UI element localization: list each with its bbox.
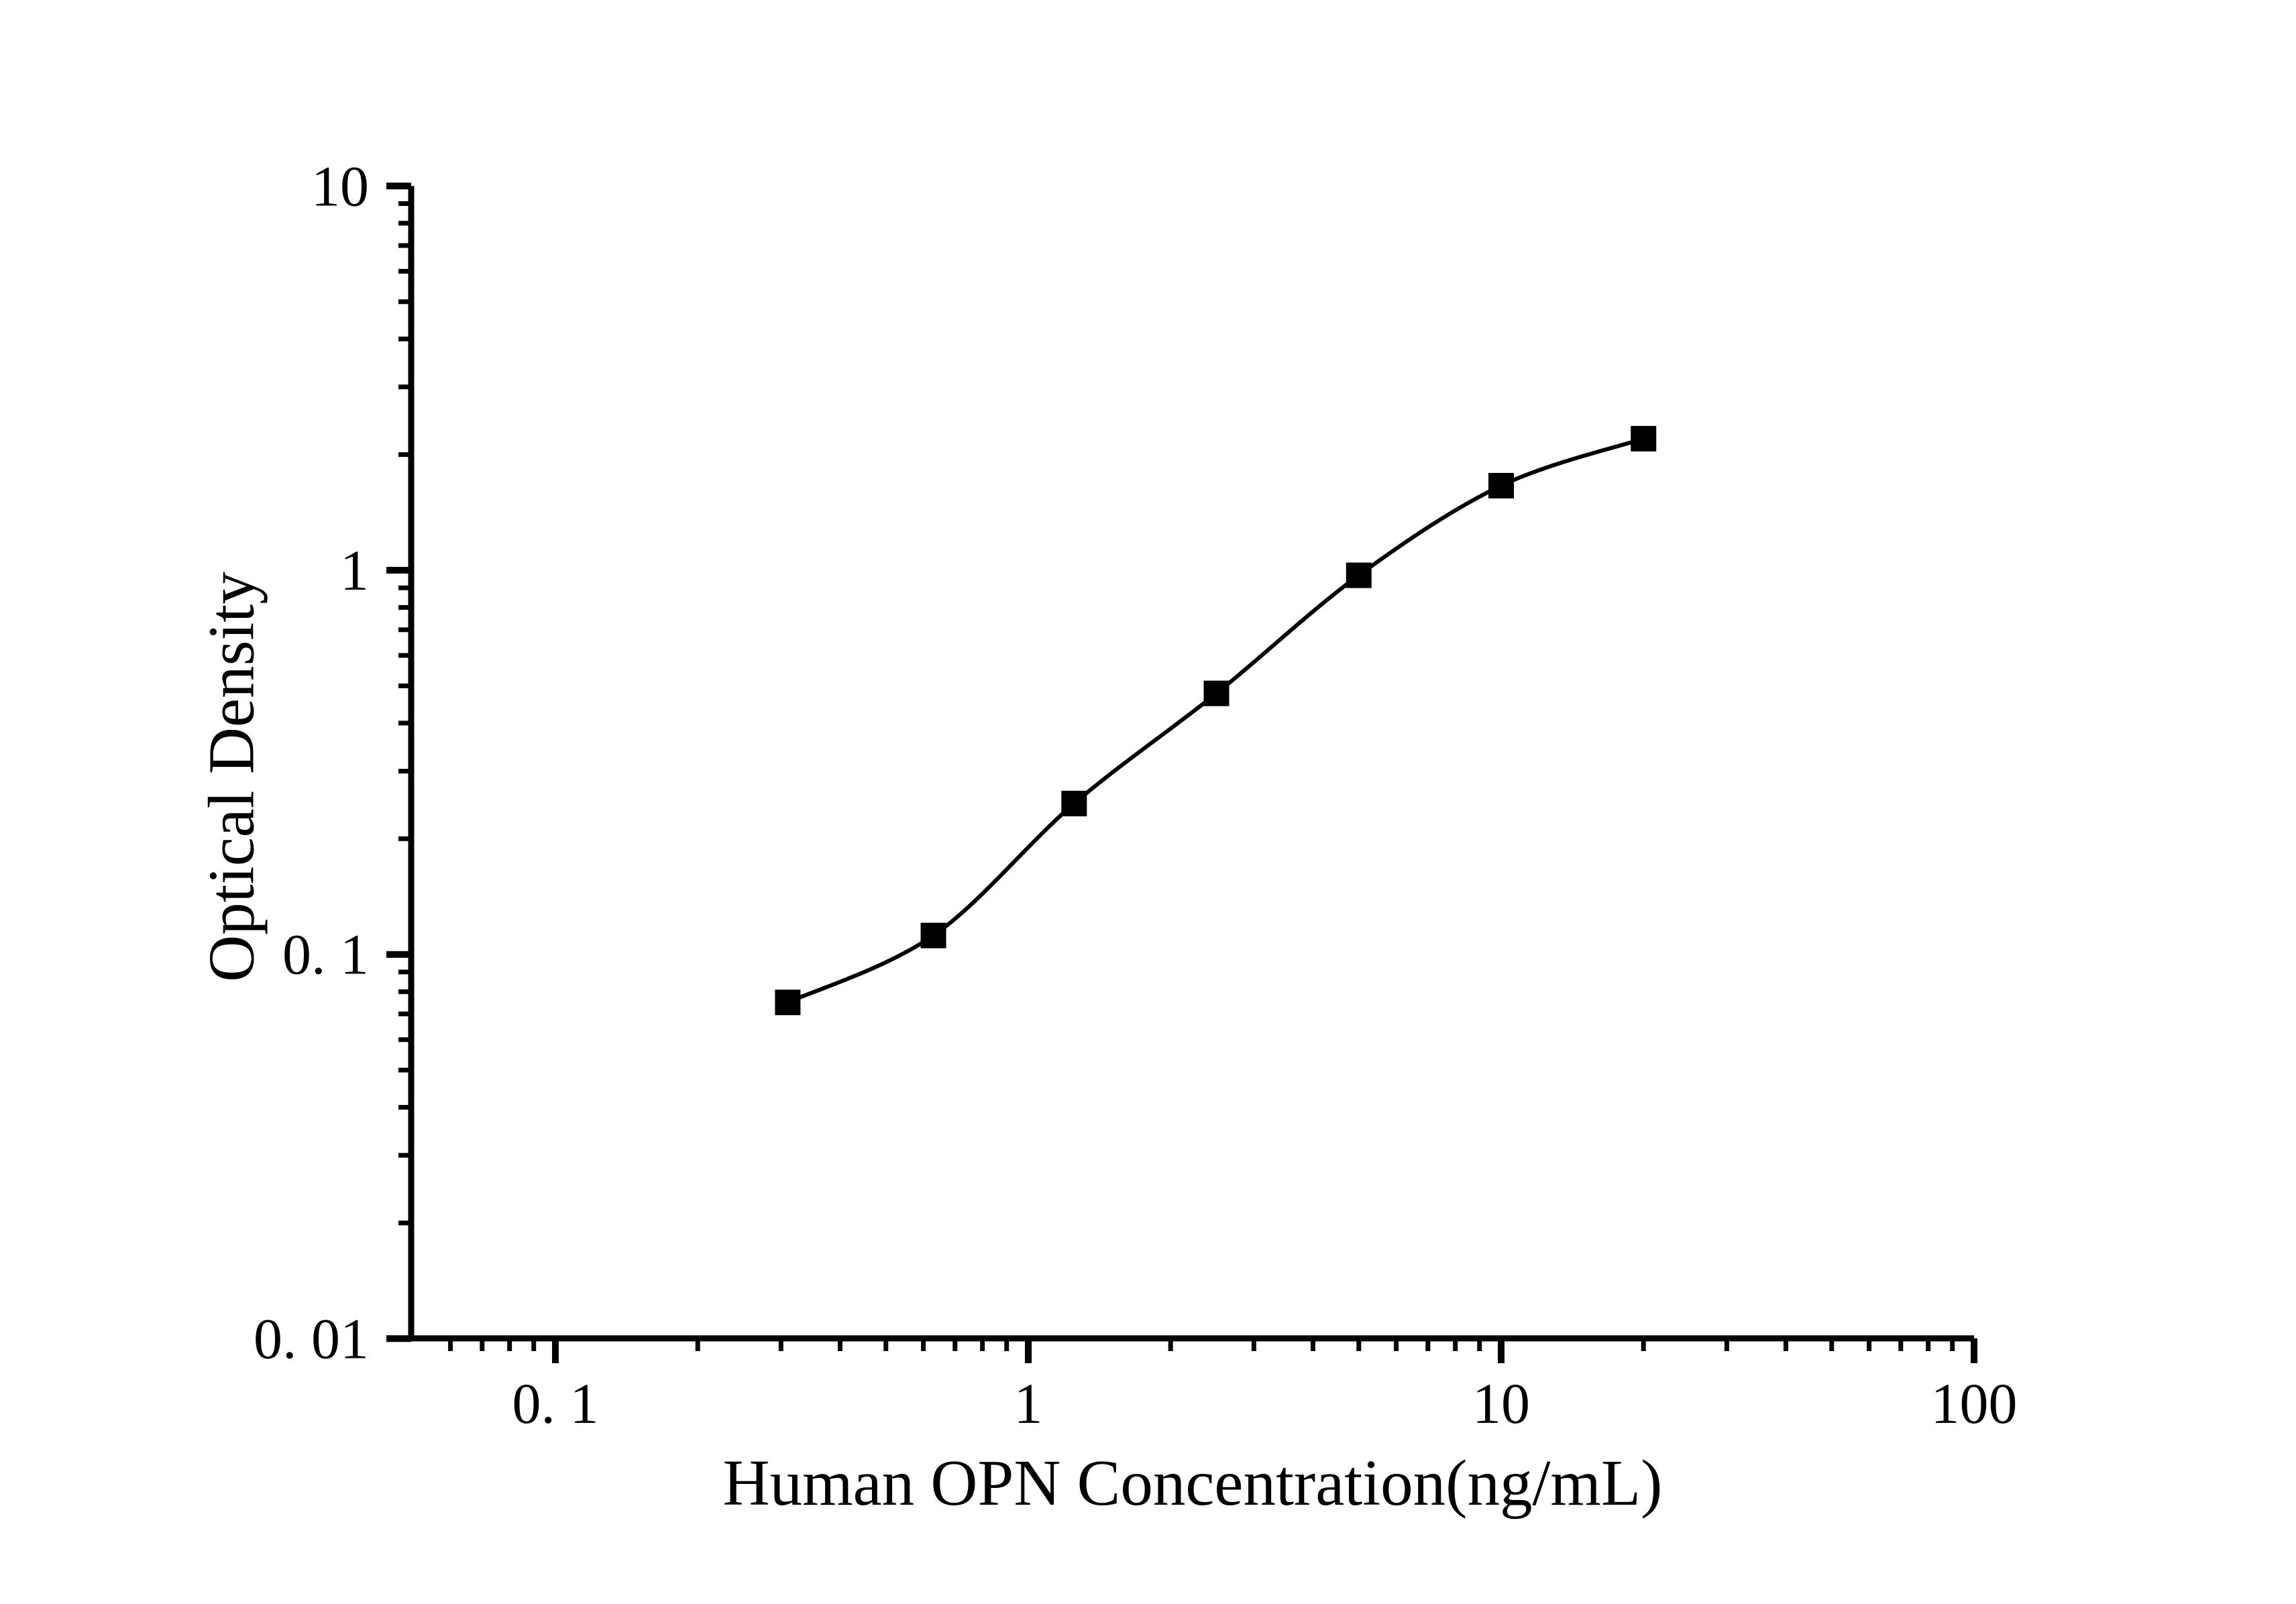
y-tick-label: 1	[340, 538, 369, 602]
data-point-marker	[1061, 790, 1087, 816]
data-point-marker	[775, 990, 801, 1016]
data-point-marker	[1203, 680, 1229, 706]
data-point-marker	[1488, 472, 1514, 498]
fitted-curve	[787, 437, 1645, 1004]
x-tick-label: 0. 1	[512, 1371, 599, 1436]
y-tick-label: 10	[311, 154, 369, 218]
y-tick-label: 0. 1	[282, 922, 369, 987]
x-tick-label: 100	[1931, 1371, 2018, 1436]
data-point-marker	[1346, 562, 1372, 588]
y-tick-label: 0. 01	[254, 1306, 369, 1371]
data-point-marker	[920, 922, 946, 949]
data-point-marker	[1631, 425, 1657, 451]
x-tick-label: 10	[1472, 1371, 1530, 1436]
x-tick-label: 1	[1014, 1371, 1043, 1436]
